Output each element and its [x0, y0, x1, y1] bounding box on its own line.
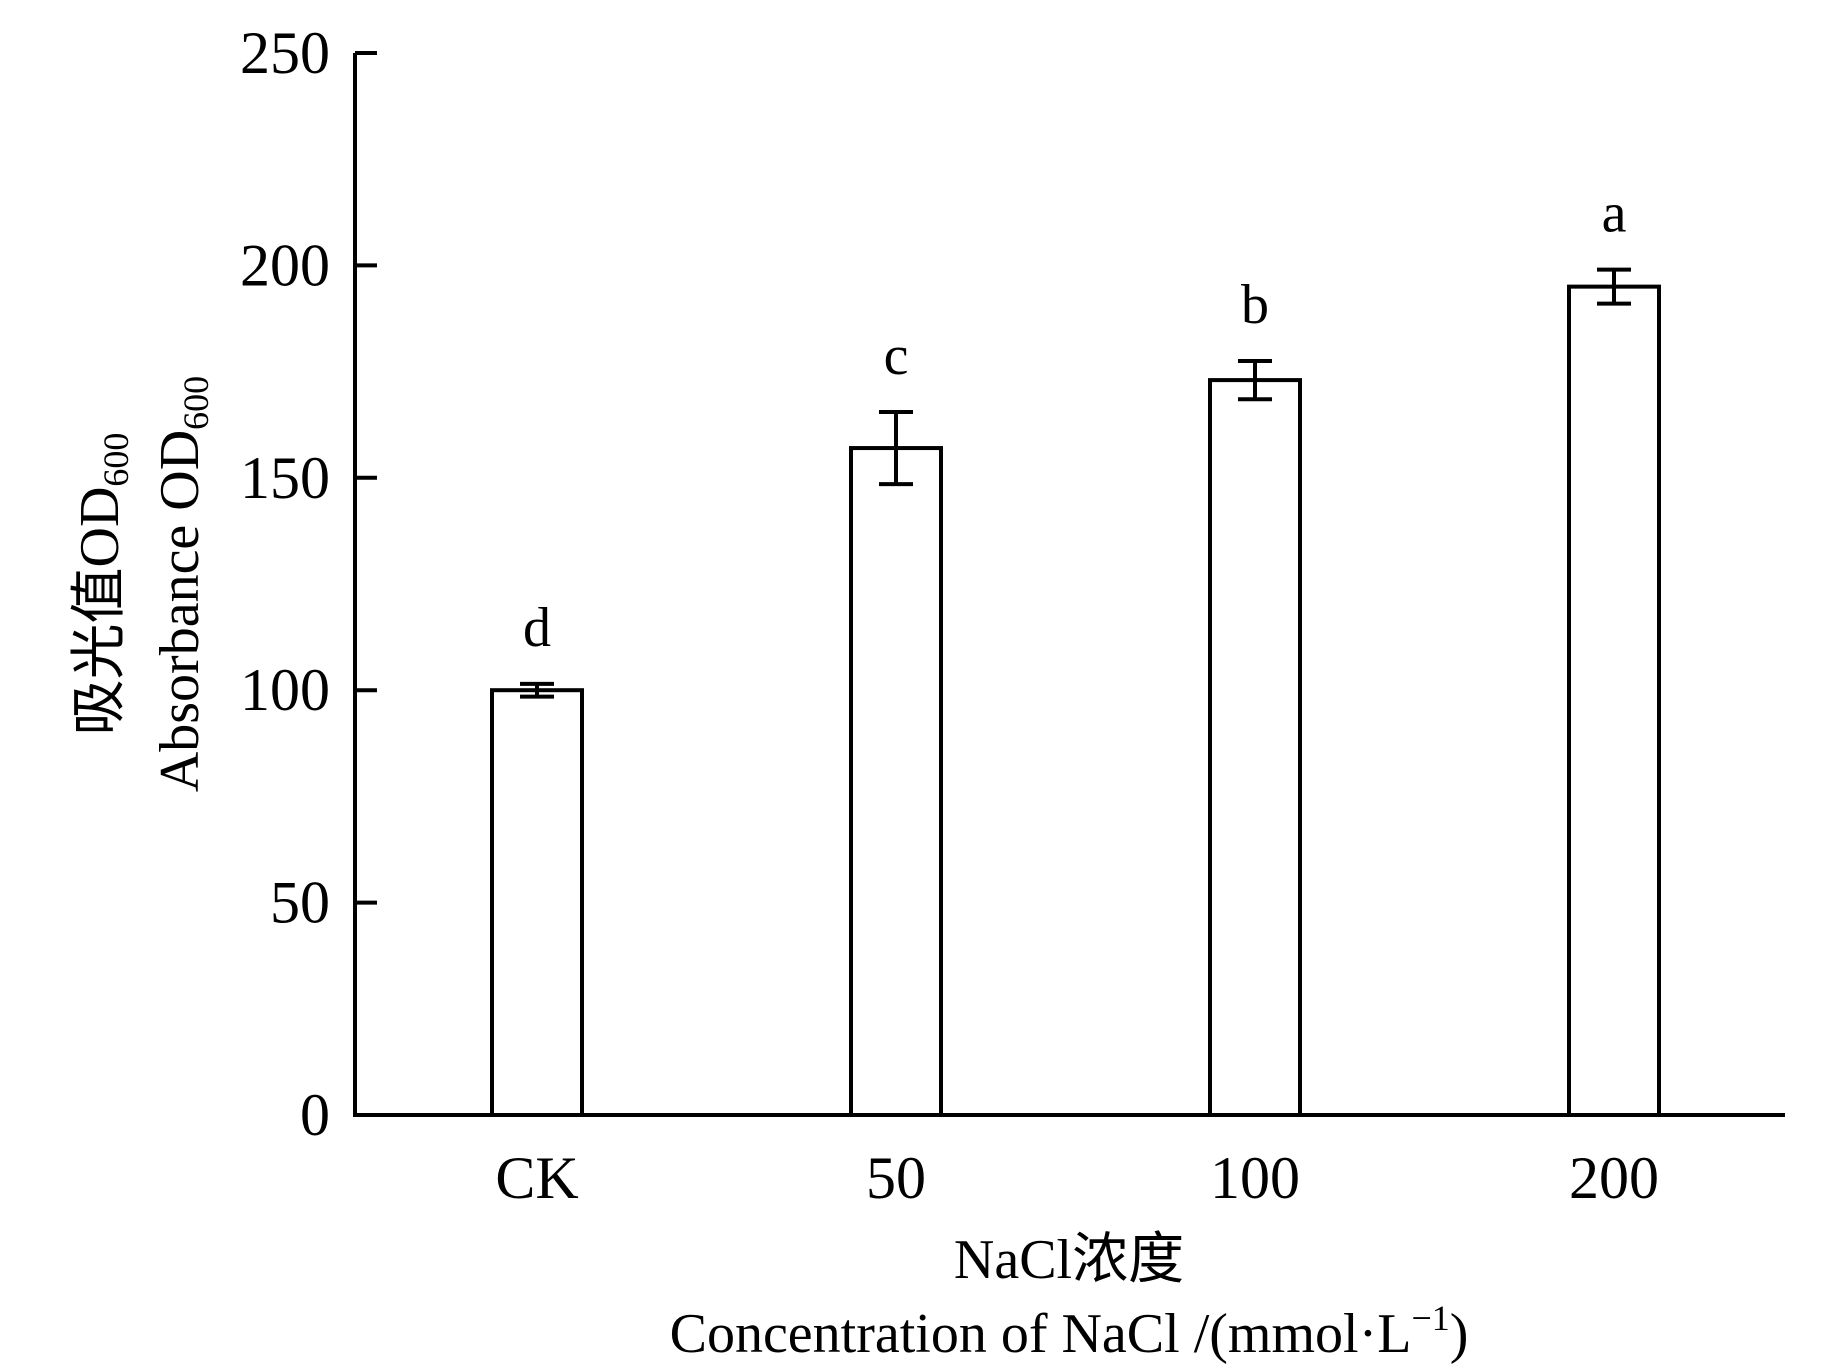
significance-label: a: [1602, 183, 1627, 245]
x-axis-title-en-main: Concentration of NaCl /(mmol·L: [670, 1303, 1412, 1365]
error-bar: [879, 409, 913, 487]
y-axis-title-en-main: Absorbance OD: [149, 430, 211, 792]
x-tick-label: 200: [1569, 1145, 1659, 1211]
x-tick-label: CK: [495, 1145, 578, 1211]
bar: [1567, 284, 1661, 1117]
y-axis-title-en-sub: 600: [176, 376, 216, 430]
y-axis-title-cn-main: 吸光值OD: [69, 487, 131, 736]
error-bar: [520, 681, 554, 699]
x-axis-title-en-sup: −1: [1411, 1298, 1449, 1338]
x-axis-title-cn: NaCl浓度: [954, 1229, 1184, 1291]
y-tick-label: 150: [240, 445, 330, 511]
x-axis-title-en: Concentration of NaCl /(mmol·L−1): [670, 1298, 1469, 1365]
x-tick-label: 50: [866, 1145, 926, 1211]
y-ticks: 0 50 100 150 200 250: [240, 20, 377, 1148]
y-tick-label: 200: [240, 232, 330, 298]
bar: [1208, 378, 1302, 1117]
y-tick-label: 250: [240, 20, 330, 86]
x-tick-label: 100: [1210, 1145, 1300, 1211]
error-bar: [1238, 358, 1272, 402]
significance-label: d: [523, 597, 551, 659]
significance-label: c: [884, 325, 909, 387]
y-axis-title-cn: 吸光值OD600: [69, 433, 136, 736]
bars: d c b a: [490, 183, 1661, 1117]
x-axis-title-en-end: ): [1450, 1303, 1469, 1365]
y-tick-label: 50: [270, 870, 330, 936]
x-tick-labels: CK 50 100 200: [495, 1145, 1659, 1211]
y-axis-title-en: Absorbance OD600: [149, 376, 216, 792]
significance-label: b: [1241, 274, 1269, 336]
bar: [490, 688, 584, 1117]
y-tick-label: 100: [240, 657, 330, 723]
error-bar: [1597, 267, 1631, 306]
axes: [353, 53, 1785, 1117]
y-axis-title-cn-sub: 600: [96, 433, 136, 487]
y-tick-label: 0: [300, 1082, 330, 1148]
bar: [849, 446, 943, 1117]
